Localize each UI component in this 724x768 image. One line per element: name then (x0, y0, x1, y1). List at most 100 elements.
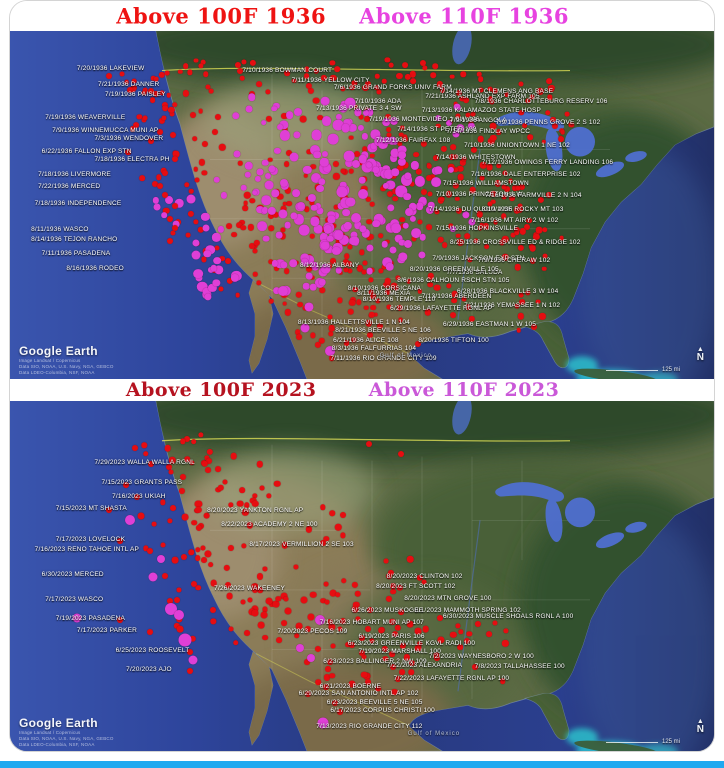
station-dot (349, 641, 356, 648)
station-dot (510, 232, 516, 238)
station-dot (252, 493, 258, 499)
station-label: 7/9/1936 PENNS GROVE 2 S 102 (495, 118, 601, 126)
station-dot (198, 109, 204, 114)
station-dot (334, 592, 341, 598)
station-dot (244, 630, 251, 637)
station-dot (519, 228, 526, 235)
station-dot (257, 587, 263, 594)
station-dot (307, 613, 315, 621)
station-dot (370, 304, 376, 311)
station-label: 7/22/2023 LAFAYETTE RGNL AP 100 (393, 674, 510, 682)
station-dot (252, 500, 259, 507)
station-dot (524, 224, 531, 231)
title-above-100f-2023: Above 100F 2023 (125, 379, 317, 401)
station-dot (537, 88, 544, 95)
station-dot (189, 635, 197, 643)
station-dot (340, 532, 346, 538)
station-label: 7/12/1936 OWINGS FERRY LANDING 106 (481, 158, 614, 166)
station-dot (305, 526, 312, 533)
station-dot (351, 605, 359, 613)
station-dot (333, 230, 344, 241)
station-dot (314, 614, 325, 625)
station-label: 7/14/1936 DU QUOIN 4 SE (428, 205, 513, 213)
station-dot (262, 235, 270, 243)
station-dot (251, 587, 258, 593)
station-dot (406, 278, 412, 284)
station-dot (230, 452, 238, 460)
station-label: 7/16/2023 UKIAH (112, 492, 166, 500)
station-dot (501, 184, 507, 190)
station-dot (330, 74, 337, 81)
station-dot (439, 196, 445, 202)
station-dot (343, 150, 355, 162)
station-dot (417, 218, 423, 225)
station-dot (198, 63, 204, 69)
station-dot (250, 605, 259, 613)
station-dot (256, 205, 265, 214)
station-dot (350, 212, 361, 223)
station-dot (432, 154, 439, 161)
station-dot (320, 598, 326, 604)
station-dot (318, 177, 326, 186)
station-label: 7/8/2023 TALLAHASSEE 100 (474, 662, 565, 670)
station-label: 8/10/1936 ROCKY MT 103 (481, 205, 564, 213)
station-dot (366, 267, 374, 275)
station-dot (187, 648, 194, 655)
station-dot (223, 564, 230, 572)
station-dot (424, 309, 432, 316)
station-dot (225, 223, 232, 230)
station-dot (331, 211, 340, 220)
station-dot (173, 609, 184, 620)
google-earth-logo: Google Earth (19, 343, 98, 358)
station-dot (237, 68, 244, 75)
station-dot (466, 631, 472, 637)
station-dot (319, 287, 325, 294)
station-dot (233, 150, 241, 158)
station-label: 7/10/1936 PRINCETON 1 W (435, 190, 523, 198)
station-dot (514, 229, 520, 236)
station-dot (272, 600, 280, 608)
station-label: 7/11/1936 PASADENA (41, 250, 111, 258)
station-dot (251, 189, 258, 196)
station-label: 7/20/2023 AJO (126, 665, 172, 673)
station-dot (564, 111, 570, 117)
station-dot (354, 150, 361, 157)
station-dot (373, 312, 378, 317)
station-dot (192, 239, 200, 247)
station-dot (349, 84, 355, 91)
station-dot (479, 175, 485, 181)
station-dot (161, 212, 168, 218)
station-dot (382, 257, 393, 267)
station-dot (272, 286, 281, 295)
station-dot (72, 613, 82, 623)
station-dot (353, 221, 362, 230)
station-dot (204, 550, 212, 558)
station-dot (303, 165, 312, 174)
station-dot (143, 545, 149, 551)
station-label: 8/17/2023 VERMILLION 2 SE 103 (249, 540, 354, 548)
station-dot (157, 554, 166, 563)
station-dot (356, 265, 363, 272)
station-dot (378, 268, 384, 274)
station-dot (226, 592, 234, 600)
station-dot (482, 223, 489, 230)
station-dot (171, 203, 178, 210)
station-dot (415, 202, 424, 210)
scale-bar: 125 mi (605, 367, 680, 373)
station-dot (450, 631, 457, 638)
station-dot (156, 174, 162, 180)
station-dot (240, 225, 246, 231)
station-dot (337, 626, 343, 632)
station-dot (228, 626, 234, 632)
station-dot (381, 241, 389, 248)
station-dot (450, 311, 457, 318)
station-dot (531, 323, 538, 330)
station-dot (210, 580, 217, 587)
station-label: 8/20/2023 YANKTON RGNL AP (207, 507, 304, 514)
station-label: 6/22/1936 FALLON EXP STN (41, 147, 132, 155)
station-dot (208, 283, 217, 293)
station-dot (387, 569, 394, 576)
station-dot (126, 87, 133, 94)
station-dot (363, 305, 369, 310)
station-dot (187, 69, 193, 75)
